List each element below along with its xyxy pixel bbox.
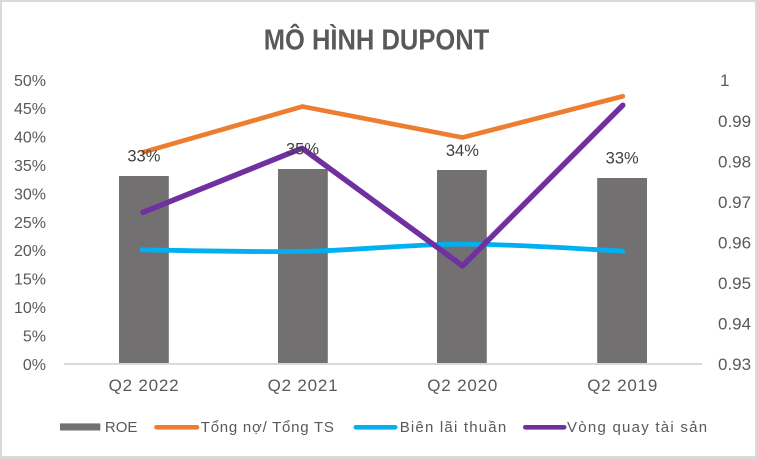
svg-text:0.97: 0.97 bbox=[718, 193, 751, 212]
svg-text:0.94: 0.94 bbox=[718, 315, 751, 334]
svg-text:0.93: 0.93 bbox=[718, 355, 751, 374]
svg-text:Q2 2021: Q2 2021 bbox=[268, 376, 339, 395]
svg-text:20%: 20% bbox=[14, 243, 46, 260]
svg-text:50%: 50% bbox=[14, 73, 46, 90]
svg-text:0.95: 0.95 bbox=[718, 274, 751, 293]
svg-text:30%: 30% bbox=[14, 186, 46, 203]
svg-text:45%: 45% bbox=[14, 101, 46, 118]
svg-text:35%: 35% bbox=[286, 141, 319, 159]
svg-text:10%: 10% bbox=[14, 300, 46, 317]
svg-text:25%: 25% bbox=[14, 215, 46, 232]
svg-text:Q2 2020: Q2 2020 bbox=[427, 376, 498, 395]
svg-text:Tổng nợ/ Tổng TS: Tổng nợ/ Tổng TS bbox=[201, 419, 335, 436]
svg-text:0.98: 0.98 bbox=[718, 152, 751, 171]
svg-text:Biên lãi thuần: Biên lãi thuần bbox=[400, 419, 508, 436]
svg-text:1: 1 bbox=[720, 71, 729, 90]
svg-text:0.96: 0.96 bbox=[718, 234, 751, 253]
svg-text:35%: 35% bbox=[14, 158, 46, 175]
svg-text:ROE: ROE bbox=[105, 419, 138, 436]
svg-text:0%: 0% bbox=[23, 357, 46, 374]
svg-text:40%: 40% bbox=[14, 130, 46, 147]
svg-text:33%: 33% bbox=[606, 150, 639, 168]
svg-text:MÔ HÌNH DUPONT: MÔ HÌNH DUPONT bbox=[264, 23, 490, 56]
svg-text:34%: 34% bbox=[446, 142, 479, 160]
svg-text:0.99: 0.99 bbox=[718, 112, 751, 131]
svg-text:Q2 2019: Q2 2019 bbox=[587, 376, 658, 395]
svg-text:Q2 2022: Q2 2022 bbox=[109, 376, 180, 395]
svg-text:Vòng quay tài sản: Vòng quay tài sản bbox=[567, 419, 708, 436]
svg-text:5%: 5% bbox=[23, 328, 46, 345]
svg-text:15%: 15% bbox=[14, 272, 46, 289]
svg-text:33%: 33% bbox=[127, 148, 160, 166]
